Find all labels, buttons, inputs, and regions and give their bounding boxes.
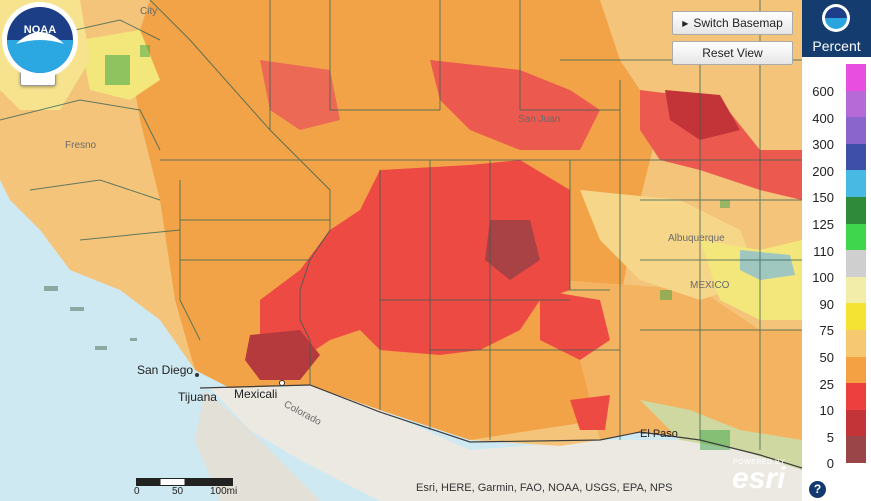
legend-tick-label: 300 (812, 137, 834, 153)
label-san-diego: San Diego (137, 363, 194, 377)
help-icon[interactable]: ? (809, 481, 826, 498)
legend-tick-label: 25 (819, 376, 834, 392)
legend-tick-label: 75 (819, 323, 834, 339)
legend-swatch (846, 383, 866, 410)
legend-tick-label: 100 (812, 270, 834, 286)
map-canvas[interactable]: City Fresno San Juan Albuquerque MEXICO … (0, 0, 802, 501)
switch-basemap-label: Switch Basemap (693, 16, 783, 30)
noaa-icon (822, 4, 850, 32)
legend-tick-label: 600 (812, 84, 834, 99)
legend-swatch (846, 276, 866, 304)
legend-tick-label: 400 (812, 110, 834, 126)
legend-tick-label: 90 (819, 296, 834, 312)
noaa-seal-logo: NOAA (2, 2, 78, 78)
legend-swatch (846, 303, 866, 330)
precip-percent-overlay (0, 0, 802, 501)
legend-tick-label: 10 (819, 403, 834, 419)
scale-label-0: 0 (134, 486, 140, 497)
legend-swatch (846, 196, 866, 224)
legend-tick-label: 150 (812, 190, 834, 206)
legend-swatch (846, 356, 866, 384)
label-city: City (140, 6, 158, 17)
legend-tick-label: 125 (812, 217, 834, 232)
svg-text:NOAA: NOAA (24, 24, 56, 36)
switch-basemap-button[interactable]: ▶ Switch Basemap (672, 11, 793, 35)
legend-swatch (846, 250, 866, 277)
legend-swatch (846, 64, 866, 91)
legend-swatch (846, 90, 866, 118)
label-el-paso: El Paso (640, 428, 678, 440)
legend-swatch (846, 409, 866, 437)
reset-view-button[interactable]: Reset View (672, 41, 793, 65)
legend-swatch (846, 143, 866, 171)
legend-swatch (846, 329, 866, 357)
legend-title: Percent (812, 38, 861, 54)
label-san-juan: San Juan (518, 114, 561, 125)
label-mexicali: Mexicali (234, 387, 278, 401)
legend-header: Percent (802, 0, 871, 57)
scale-label-100mi: 100mi (210, 486, 238, 497)
legend-swatch (846, 223, 866, 251)
legend-tick-label: 50 (819, 350, 834, 365)
play-triangle-icon: ▶ (682, 19, 689, 28)
legend-panel: Percent 600 400 300 200 150 125 110 100 90 75 50 25… (802, 0, 871, 501)
legend-color-bar (846, 64, 866, 463)
legend-tick-label: 5 (826, 429, 834, 445)
esri-logo: POWERED BY esri (732, 459, 786, 495)
legend-swatch (846, 170, 866, 197)
attribution-text: Esri, HERE, Garmin, FAO, NOAA, USGS, EPA… (416, 482, 673, 494)
label-tijuana: Tijuana (178, 390, 217, 404)
label-mexico: MEXICO (690, 280, 730, 291)
legend-tick-label: 200 (812, 163, 834, 179)
legend-tick-label: 110 (813, 243, 834, 259)
scale-label-50: 50 (172, 486, 184, 497)
label-albuquerque: Albuquerque (668, 233, 725, 244)
legend-swatch (846, 117, 866, 144)
label-fresno: Fresno (65, 140, 97, 151)
legend-swatch (846, 436, 866, 463)
legend-tick-label: 0 (826, 456, 834, 472)
